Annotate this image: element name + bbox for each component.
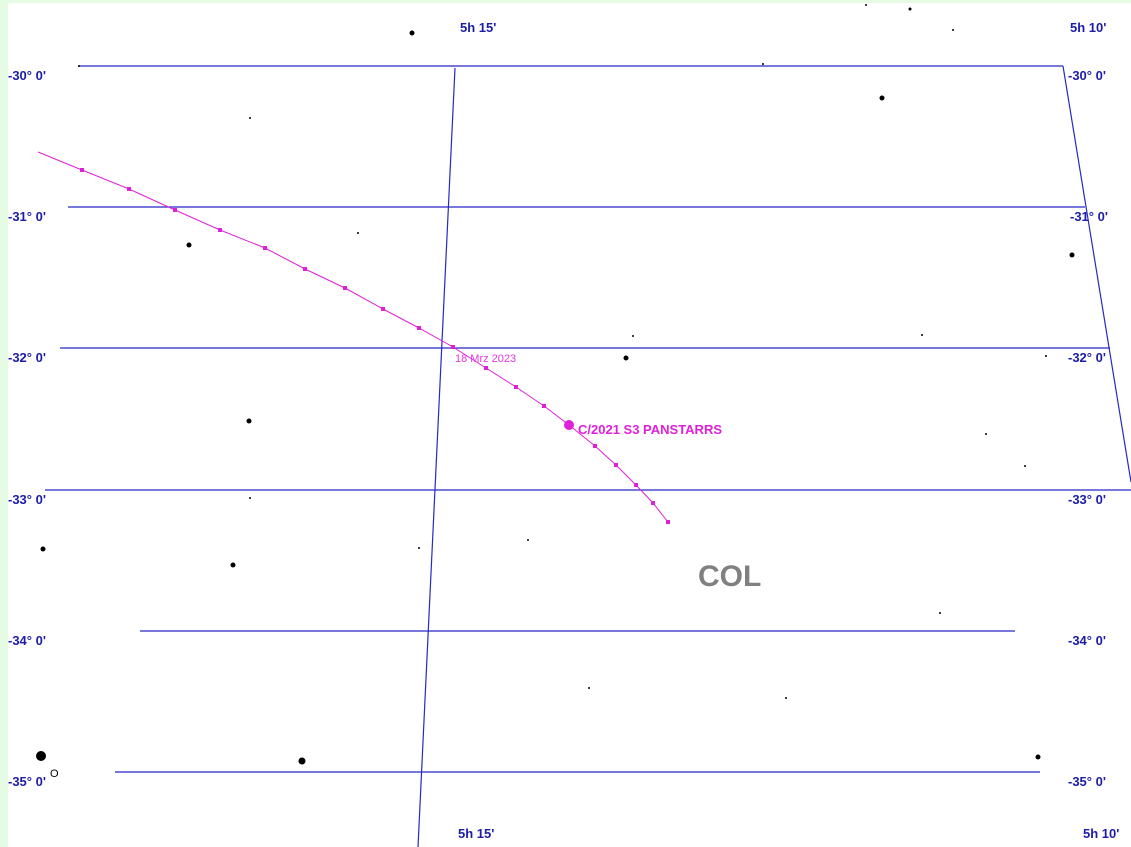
track-point — [593, 444, 597, 448]
star — [785, 697, 787, 699]
star-label: O — [50, 768, 59, 780]
track-point — [173, 208, 177, 212]
coordinate-grid — [45, 65, 1131, 847]
ra-label: 5h 10' — [1070, 20, 1106, 35]
star — [418, 547, 420, 549]
dec-labels: -30° 0' -31° 0' -32° 0' -33° 0' -34° 0' -35° … — [8, 68, 1108, 789]
track-point — [417, 326, 421, 330]
ra-line — [1062, 65, 1131, 483]
track-point — [484, 366, 488, 370]
dec-label: -31° 0' — [1070, 209, 1108, 224]
track-point — [263, 246, 267, 250]
star — [409, 30, 415, 36]
dec-label: -33° 0' — [8, 492, 46, 507]
track-point — [614, 463, 618, 467]
comet-path — [37, 151, 669, 523]
star — [939, 612, 941, 614]
stars — [36, 4, 1075, 765]
star — [1045, 355, 1047, 357]
star — [623, 355, 629, 361]
star — [865, 4, 867, 6]
dec-label: -33° 0' — [1068, 492, 1106, 507]
dec-label: -32° 0' — [8, 350, 46, 365]
star — [908, 7, 912, 11]
track-point — [542, 404, 546, 408]
star — [921, 334, 923, 336]
star — [246, 418, 252, 424]
star — [36, 751, 46, 761]
dec-label: -31° 0' — [8, 209, 46, 224]
track-point — [451, 345, 455, 349]
star — [762, 63, 764, 65]
star — [985, 433, 987, 435]
track-point — [80, 168, 84, 172]
ra-label: 5h 15' — [460, 20, 496, 35]
constellation-label: COL — [698, 560, 761, 593]
star — [588, 687, 590, 689]
track-point — [127, 187, 131, 191]
star — [249, 117, 251, 119]
star — [1035, 754, 1041, 760]
star — [527, 539, 529, 541]
track-point — [218, 228, 222, 232]
dec-label: -34° 0' — [1068, 633, 1106, 648]
star — [230, 562, 236, 568]
star — [298, 757, 306, 765]
dec-label: -35° 0' — [8, 774, 46, 789]
date-label: 18 Mrz 2023 — [455, 353, 516, 365]
star — [1069, 252, 1075, 258]
track-point — [634, 483, 638, 487]
star — [952, 29, 954, 31]
comet-name: C/2021 S3 PANSTARRS — [578, 422, 722, 437]
dec-label: -30° 0' — [1068, 68, 1106, 83]
dec-label: -32° 0' — [1068, 350, 1106, 365]
track-point — [381, 307, 385, 311]
ra-line — [417, 67, 456, 847]
dec-label: -30° 0' — [8, 68, 46, 83]
dec-label: -35° 0' — [1068, 774, 1106, 789]
star — [249, 497, 251, 499]
track-point — [651, 501, 655, 505]
star — [879, 95, 885, 101]
star — [78, 65, 80, 67]
star — [357, 232, 359, 234]
track-point — [343, 286, 347, 290]
star — [1024, 465, 1026, 467]
ra-label: 5h 15' — [458, 826, 494, 841]
star — [632, 335, 634, 337]
star — [186, 242, 192, 248]
track-point — [666, 520, 670, 524]
comet-track — [37, 151, 670, 524]
comet-position — [564, 420, 574, 430]
ra-label: 5h 10' — [1083, 826, 1119, 841]
track-point — [514, 385, 518, 389]
dec-label: -34° 0' — [8, 633, 46, 648]
track-point — [303, 267, 307, 271]
star — [40, 546, 46, 552]
